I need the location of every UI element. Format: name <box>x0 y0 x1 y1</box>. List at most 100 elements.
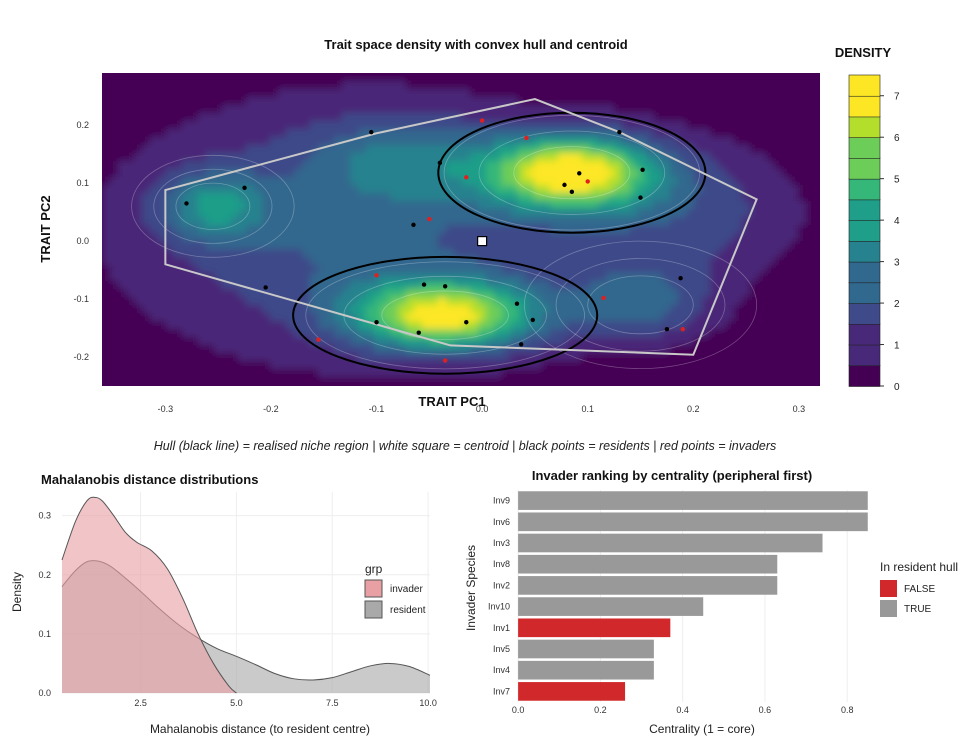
density-cell-1127 <box>326 129 335 138</box>
density-cell-2371 <box>574 161 583 170</box>
density-cell-1964 <box>494 105 503 114</box>
density-cell-2999 <box>694 385 703 386</box>
density-cell-727 <box>246 129 255 138</box>
density-cell-2796 <box>654 361 663 370</box>
density-cell-2378 <box>574 217 583 226</box>
density-cell-2050 <box>510 153 519 162</box>
density-cell-2475 <box>590 353 599 362</box>
density-cell-1976 <box>494 201 503 210</box>
density-cell-251 <box>150 161 159 170</box>
density-cell-1315 <box>358 353 367 362</box>
density-cell-1419 <box>382 225 391 234</box>
density-cell-1205 <box>342 113 351 122</box>
density-cell-2178 <box>534 217 543 226</box>
density-cell-3532 <box>806 169 815 178</box>
density-cell-3595 <box>814 353 820 362</box>
density-cell-819 <box>262 225 271 234</box>
density-cell-1224 <box>342 265 351 274</box>
density-cell-2599 <box>614 385 623 386</box>
density-cell-1458 <box>390 217 399 226</box>
density-cell-2296 <box>558 201 567 210</box>
density-cell-1713 <box>438 337 447 346</box>
density-cell-3107 <box>718 289 727 298</box>
density-cell-803 <box>262 97 271 106</box>
density-cell-372 <box>174 169 183 178</box>
density-cell-2912 <box>678 329 687 338</box>
ranking-title: Invader ranking by centrality (periphera… <box>532 468 812 483</box>
density-cell-971 <box>294 161 303 170</box>
density-cell-2165 <box>534 113 543 122</box>
density-cell-2235 <box>542 353 551 362</box>
density-cell-181 <box>134 241 143 250</box>
density-cell-1361 <box>374 81 383 90</box>
density-cell-3281 <box>758 81 767 90</box>
density-cell-3482 <box>798 89 807 98</box>
density-cell-3263 <box>750 257 759 266</box>
density-cell-2257 <box>550 209 559 218</box>
density-cell-2555 <box>606 353 615 362</box>
density-cell-2811 <box>662 161 671 170</box>
density-cell-1281 <box>358 81 367 90</box>
density-cell-144 <box>126 265 135 274</box>
density-cell-374 <box>174 185 183 194</box>
density-cell-2195 <box>534 353 543 362</box>
density-cell-2768 <box>654 137 663 146</box>
density-cell-31 <box>102 321 111 330</box>
density-cell-1453 <box>390 177 399 186</box>
density-cell-1283 <box>358 97 367 106</box>
density-cell-3560 <box>814 73 820 82</box>
density-cell-3509 <box>798 305 807 314</box>
density-cell-611 <box>222 161 231 170</box>
density-cell-2589 <box>614 305 623 314</box>
density-cell-3300 <box>758 233 767 242</box>
density-cell-1417 <box>382 209 391 218</box>
density-cell-2244 <box>550 105 559 114</box>
density-cell-2336 <box>566 201 575 210</box>
density-cell-538 <box>206 217 215 226</box>
density-cell-3434 <box>782 345 791 354</box>
density-cell-1157 <box>326 369 335 378</box>
density-cell-1434 <box>382 345 391 354</box>
density-cell-3210 <box>742 153 751 162</box>
density-cell-1923 <box>486 97 495 106</box>
density-cell-769 <box>254 145 263 154</box>
density-cell-2167 <box>534 129 543 138</box>
density-cell-2109 <box>518 305 527 314</box>
density-cell-797 <box>254 369 263 378</box>
density-cell-375 <box>174 193 183 202</box>
density-cell-2669 <box>630 305 639 314</box>
density-cell-594 <box>214 345 223 354</box>
density-cell-599 <box>214 385 223 386</box>
density-cell-1988 <box>494 297 503 306</box>
density-cell-1765 <box>454 113 463 122</box>
density-cell-492 <box>198 169 207 178</box>
density-cell-1748 <box>446 297 455 306</box>
density-cell-1214 <box>342 185 351 194</box>
density-cell-1657 <box>430 209 439 218</box>
density-cell-3417 <box>782 209 791 218</box>
density-cell-72 <box>110 329 119 338</box>
density-cell-915 <box>278 353 287 362</box>
density-cell-998 <box>294 377 303 386</box>
density-cell-1275 <box>350 353 359 362</box>
density-cell-129 <box>126 145 135 154</box>
density-cell-3004 <box>702 105 711 114</box>
density-cell-321 <box>166 81 175 90</box>
density-cell-2852 <box>670 169 679 178</box>
contour-ring-1-0 <box>381 290 509 341</box>
density-cell-1440 <box>390 73 399 82</box>
density-cell-2217 <box>542 209 551 218</box>
resident-point-20 <box>617 129 622 135</box>
density-cell-67 <box>110 289 119 298</box>
density-cell-1841 <box>470 81 479 90</box>
density-cell-3470 <box>790 313 799 322</box>
mahalanobis-y-tick-3: 0.3 <box>38 511 51 521</box>
density-cell-2566 <box>614 121 623 130</box>
density-cell-1485 <box>398 113 407 122</box>
density-cell-1366 <box>374 121 383 130</box>
density-cell-3264 <box>750 265 759 274</box>
density-cell-3573 <box>814 177 820 186</box>
density-cell-3102 <box>718 249 727 258</box>
density-cell-2952 <box>686 329 695 338</box>
density-cell-1584 <box>414 265 423 274</box>
